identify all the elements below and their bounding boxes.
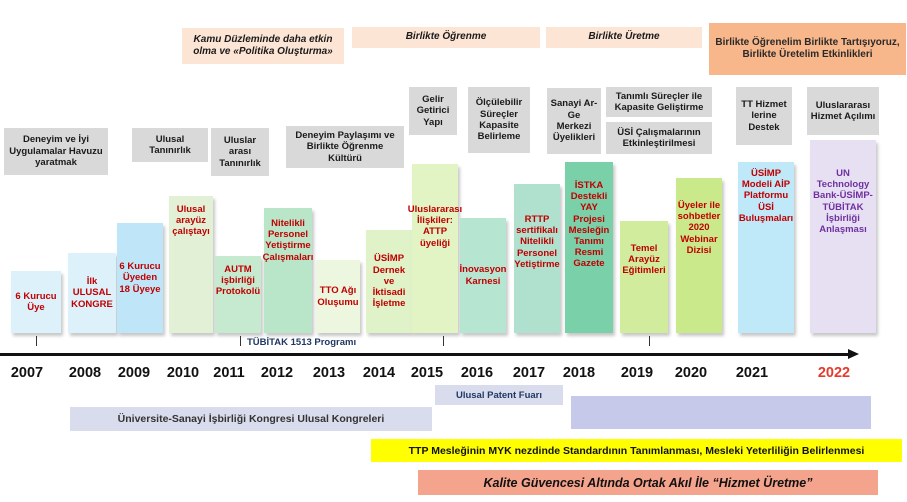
label-income-structure: Gelir Getirici Yapı (409, 87, 457, 135)
label-rnd-centers: Sanayi Ar-Ge Merkezi Üyelikleri (547, 88, 601, 154)
program-label: TÜBİTAK 1513 Programı (247, 337, 357, 348)
tick-program-start (240, 336, 241, 346)
label-capacity-development: Tanımlı Süreçler ile Kapasite Geliştirme (606, 87, 712, 117)
year-label-current: 2022 (817, 365, 851, 381)
banner-activities: Birlikte Öğrenelim Birlikte Tartışıyoruz… (709, 23, 906, 75)
label-usi-activation: ÜSİ Çalışmalarının Etkinleştirilmesi (606, 122, 712, 154)
year-label: 2008 (68, 365, 102, 381)
year-label: 2009 (117, 365, 151, 381)
bar-2017: RTTP sertifikalı Nitelikli Personel Yeti… (514, 184, 560, 333)
label-international-recognition: Uluslar arası Tanınırlık (211, 128, 269, 176)
band-quality: Kalite Güvencesi Altında Ortak Akıl İle … (418, 470, 878, 495)
year-label: 2019 (620, 365, 654, 381)
bar-2009: 6 Kurucu Üyeden 18 Üyeye (117, 223, 163, 333)
year-label: 2015 (410, 365, 444, 381)
banner-policy: Kamu Düzleminde daha etkin olma ve «Poli… (182, 28, 344, 64)
banner-produce-together: Birlikte Üretme (546, 27, 702, 48)
bar-2007: 6 Kurucu Üye (11, 271, 61, 333)
band-patent-fair: Ulusal Patent Fuarı (435, 385, 563, 405)
bar-2014: ÜSİMP Dernek ve İktisadi İşletme (366, 230, 412, 333)
year-label: 2007 (10, 365, 44, 381)
year-label: 2020 (674, 365, 708, 381)
band-congress: Üniversite-Sanayi İşbirliği Kongresi Ulu… (70, 407, 432, 431)
bar-2013: TTO Ağı Oluşumu (316, 260, 360, 333)
bar-2018: İSTKA Destekli YAY Projesi Mesleğin Tanı… (565, 162, 613, 333)
year-label: 2017 (512, 365, 546, 381)
label-tt-support: TT Hizmet lerine Destek (736, 87, 792, 145)
label-international-service: Uluslararası Hizmet Açılımı (807, 87, 879, 135)
bar-2016: İnovasyon Karnesi (460, 218, 507, 333)
band-usimp-fair (571, 396, 871, 429)
bar-2020: Üyeler ile sohbetler 2020 Webinar Dizisi (676, 178, 722, 333)
year-label: 2018 (562, 365, 596, 381)
band-ttp-standard: TTP Mesleğinin MYK nezdinde Standardının… (371, 439, 902, 462)
label-measurable-processes: Ölçülebilir Süreçler Kapasite Belirleme (468, 87, 530, 153)
year-label: 2014 (362, 365, 396, 381)
year-label: 2012 (260, 365, 294, 381)
label-national-recognition: Ulusal Tanınırlık (132, 128, 208, 162)
timeline-axis (0, 353, 850, 356)
bar-2010: Ulusal arayüz çalıştayı (169, 196, 213, 333)
tick-2015 (443, 336, 444, 346)
tick-2007 (36, 336, 37, 346)
bar-2012: Nitelikli Personel Yetiştirme Çalışmalar… (263, 208, 313, 333)
bar-2021: ÜSİMP Modeli AİP Platformu ÜSİ Buluşmala… (738, 162, 794, 333)
year-label: 2016 (460, 365, 494, 381)
bar-2019: Temel Arayüz Eğitimleri (620, 221, 668, 333)
bar-2011: AUTM işbirliği Protokolü (215, 256, 261, 333)
year-label: 2011 (213, 365, 245, 381)
year-label: 2013 (312, 365, 346, 381)
label-experience-pool: Deneyim ve İyi Uygulamalar Havuzu yaratm… (4, 128, 108, 175)
tick-2019 (649, 336, 650, 346)
bar-2008: İlk ULUSAL KONGRE (68, 253, 116, 333)
bar-2022: UN Technology Bank-ÜSİMP-TÜBİTAK İşbirli… (810, 140, 876, 333)
label-experience-sharing: Deneyim Paylaşımı ve Birlikte Öğrenme Kü… (286, 126, 404, 168)
timeline-arrowhead (848, 349, 859, 359)
banner-learn-together: Birlikte Öğrenme (352, 27, 540, 48)
year-label: 2021 (735, 365, 769, 381)
bar-2015: Uluslararası İlişkiler: ATTP üyeliği (408, 164, 462, 333)
year-label: 2010 (166, 365, 200, 381)
